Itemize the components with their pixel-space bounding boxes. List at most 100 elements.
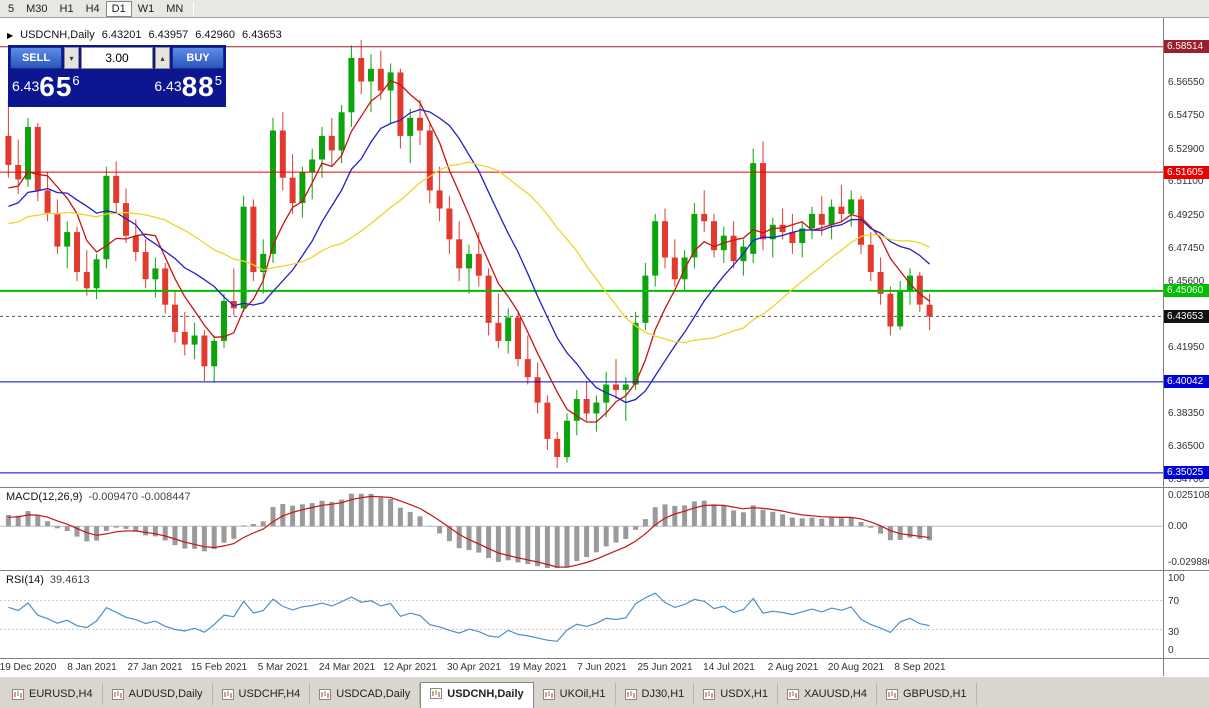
timeframe-button-h4[interactable]: H4 [85, 2, 100, 15]
price-tick: 6.52900 [1168, 144, 1205, 155]
price-axis[interactable]: 6.56550 6.54750 6.52900 6.51100 6.49250 6.474… [1163, 18, 1209, 487]
time-axis-label: 2 Aug 2021 [767, 662, 819, 673]
macd-indicator-pane[interactable]: MACD(12,26,9) -0.009470 -0.008447 [0, 487, 1163, 570]
price-level-badge: 6.40042 [1164, 375, 1209, 388]
chart-tab-label: AUDUSD,Daily [128, 688, 203, 700]
timeframe-button-m30[interactable]: M30 [26, 2, 48, 15]
time-axis-label: 24 Mar 2021 [318, 662, 376, 673]
volume-increase-button[interactable]: ▴ [155, 47, 170, 69]
chart-tab-label: DJ30,H1 [641, 688, 685, 700]
chart-tab-usdchf-h4[interactable]: USDCHF,H4 [213, 683, 311, 705]
chart-tab-label: USDCNH,Daily [447, 687, 524, 700]
timeframe-buttons: 5 M30 H1 H4 D1 W1 MN [2, 0, 189, 17]
buy-price: 6.43 88 5 [154, 71, 222, 102]
time-axis-label: 25 Jun 2021 [637, 662, 693, 673]
time-axis-label: 19 May 2021 [509, 662, 567, 673]
chart-tab-usdcnh-daily[interactable]: USDCNH,Daily [420, 682, 534, 708]
macd-chart-canvas[interactable] [0, 488, 1163, 570]
time-axis-label: 8 Sep 2021 [894, 662, 946, 673]
volume-input[interactable] [81, 47, 153, 69]
buy-button[interactable]: BUY [172, 47, 224, 69]
price-level-badge: 6.45060 [1164, 284, 1209, 297]
main-chart-pane[interactable]: ▶ USDCNH,Daily 6.43201 6.43957 6.42960 6… [0, 18, 1163, 487]
sell-button[interactable]: SELL [10, 47, 62, 69]
mini-chart-icon [319, 688, 332, 700]
price-tick: 6.45600 [1168, 276, 1205, 287]
time-axis-label: 5 Mar 2021 [257, 662, 309, 673]
chart-tab-audusd-daily[interactable]: AUDUSD,Daily [103, 683, 213, 705]
current-price-badge: 6.43653 [1164, 310, 1209, 323]
mini-chart-icon [703, 688, 716, 700]
timeframe-button-5[interactable]: 5 [8, 2, 15, 15]
rsi-axis-70: 70 [1168, 596, 1180, 607]
macd-label: MACD(12,26,9) -0.009470 -0.008447 [6, 491, 191, 503]
rsi-axis[interactable]: 100 70 30 0 [1163, 570, 1209, 658]
mini-chart-icon [542, 688, 555, 700]
time-axis-label: 30 Apr 2021 [447, 662, 501, 673]
timeframe-toolbar: 5 M30 H1 H4 D1 W1 MN [0, 0, 1209, 18]
rsi-axis-30: 30 [1168, 627, 1180, 638]
chart-tab-label: UKOil,H1 [559, 688, 606, 700]
price-tick: 6.56550 [1168, 77, 1205, 88]
timeframe-button-h1[interactable]: H1 [59, 2, 74, 15]
price-tick: 6.34700 [1168, 474, 1205, 485]
time-axis-label: 20 Aug 2021 [827, 662, 885, 673]
bar-open-value: 6.43201 [101, 29, 142, 41]
macd-axis-zero: 0.00 [1168, 521, 1188, 532]
price-tick: 6.51100 [1168, 176, 1204, 187]
chart-tab-label: USDCHF,H4 [238, 688, 301, 700]
chart-tab-xauusd-h4[interactable]: XAUUSD,H4 [778, 683, 877, 705]
chart-tab-label: GBPUSD,H1 [902, 688, 967, 700]
time-axis-label: 14 Jul 2021 [703, 662, 755, 673]
rsi-axis-100: 100 [1168, 573, 1185, 584]
chart-tab-dj30-h1[interactable]: DJ30,H1 [616, 683, 695, 705]
mini-chart-icon [12, 688, 24, 700]
price-level-badge: 6.58514 [1164, 40, 1209, 53]
chart-tab-usdx-h1[interactable]: USDX,H1 [694, 683, 778, 705]
chart-tab-label: USDX,H1 [720, 688, 768, 700]
rsi-axis-0: 0 [1168, 645, 1174, 656]
mini-chart-icon [111, 688, 124, 700]
mini-chart-icon [221, 688, 234, 700]
price-tick: 6.47450 [1168, 243, 1205, 254]
bar-low-value: 6.42960 [195, 29, 236, 41]
mini-chart-icon [885, 688, 898, 700]
chart-tab-label: EURUSD,H4 [29, 688, 93, 700]
chart-tabs-bar: EURUSD,H4 AUDUSD,Daily USDCHF,H4 USDCAD,Dai… [0, 676, 1209, 708]
chart-tab-label: USDCAD,Daily [336, 688, 411, 700]
chart-tab-eurusd-h4[interactable]: EURUSD,H4 [3, 683, 103, 705]
time-axis-label: 12 Apr 2021 [383, 662, 437, 673]
timeframe-button-w1[interactable]: W1 [137, 2, 155, 15]
chart-tab-usdcad-daily[interactable]: USDCAD,Daily [310, 683, 421, 705]
price-tick: 6.54750 [1168, 110, 1205, 121]
chart-symbol-label: ▶ USDCNH,Daily 6.43201 6.43957 6.42960 6… [7, 29, 282, 41]
price-level-badge: 6.51605 [1164, 166, 1209, 179]
bar-close-value: 6.43653 [242, 29, 282, 41]
chart-tab-gbpusd-h1[interactable]: GBPUSD,H1 [877, 683, 977, 705]
time-axis-label: 27 Jan 2021 [127, 662, 183, 673]
rsi-value: 39.4613 [49, 574, 90, 586]
price-tick: 6.36500 [1168, 441, 1205, 452]
mini-chart-icon [786, 688, 799, 700]
macd-axis[interactable]: 0.025108 0.00 -0.029886 [1163, 487, 1209, 570]
candlestick-chart-canvas[interactable] [0, 18, 1163, 487]
price-tick: 6.38350 [1168, 408, 1205, 419]
time-axis-corner [1163, 658, 1209, 676]
volume-decrease-button[interactable]: ▾ [64, 47, 79, 69]
timeframe-button-mn[interactable]: MN [166, 2, 184, 15]
time-axis-label: 7 Jun 2021 [577, 662, 627, 673]
triangle-icon: ▶ [7, 30, 14, 40]
chart-tab-label: XAUUSD,H4 [803, 688, 867, 700]
time-axis-label: 19 Dec 2020 [0, 662, 57, 673]
rsi-indicator-pane[interactable]: RSI(14) 39.4613 [0, 570, 1163, 658]
timeframe-button-d1[interactable]: D1 [105, 0, 132, 17]
price-level-badge: 6.35025 [1164, 466, 1209, 479]
bar-high-value: 6.43957 [148, 29, 189, 41]
time-axis[interactable]: 19 Dec 2020 8 Jan 2021 27 Jan 2021 15 Feb 2… [0, 658, 1163, 676]
time-axis-label: 8 Jan 2021 [67, 662, 117, 673]
rsi-chart-canvas[interactable] [0, 571, 1163, 658]
chart-tab-ukoil-h1[interactable]: UKOil,H1 [534, 683, 616, 705]
sell-price: 6.43 65 6 [12, 71, 80, 102]
symbol-name: USDCNH,Daily [20, 29, 95, 41]
